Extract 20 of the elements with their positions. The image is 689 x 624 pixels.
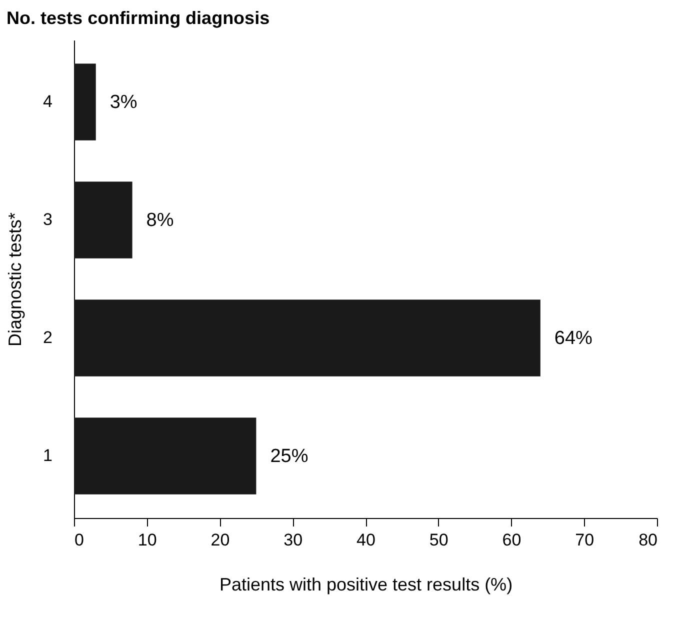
- x-axis-title: Patients with positive test results (%): [219, 574, 513, 594]
- data-label: 8%: [146, 210, 174, 231]
- x-tick-label: 0: [74, 530, 84, 550]
- x-tick-label: 10: [138, 530, 157, 550]
- x-tick-label: 70: [575, 530, 594, 550]
- y-tick-label: 3: [43, 210, 52, 229]
- x-tick-label: 40: [356, 530, 376, 550]
- y-axis-title: Diagnostic tests*: [5, 212, 26, 347]
- data-label: 3%: [110, 92, 138, 113]
- y-tick-label: 1: [43, 446, 52, 466]
- x-tick-label: 50: [429, 530, 448, 550]
- x-tick-label: 20: [210, 530, 230, 550]
- data-label: 25%: [270, 446, 308, 468]
- x-tick-label: 80: [638, 530, 658, 550]
- y-tick-label: 4: [43, 92, 52, 111]
- y-tick-label: 2: [43, 328, 52, 348]
- data-label: 64%: [554, 328, 593, 350]
- chart-title: No. tests confirming diagnosis: [6, 8, 270, 28]
- x-tick-label: 30: [284, 530, 303, 550]
- x-tick-label: 60: [502, 530, 522, 550]
